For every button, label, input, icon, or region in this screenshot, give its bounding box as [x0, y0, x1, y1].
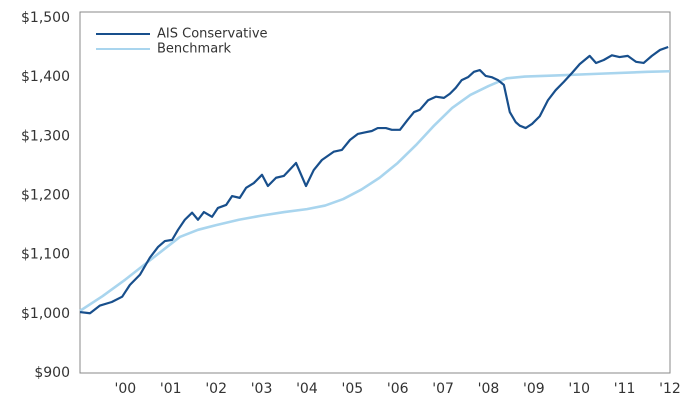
legend-label: Benchmark [157, 42, 232, 57]
x-tick-label: '12 [659, 381, 681, 397]
x-tick-label: '04 [296, 381, 318, 397]
x-tick-label: '06 [387, 381, 409, 397]
x-tick-label: '00 [115, 381, 137, 397]
y-tick-label: $1,500 [21, 10, 70, 26]
y-tick-label: $1,400 [21, 69, 70, 85]
y-tick-label: $900 [34, 365, 70, 381]
y-tick-label: $1,000 [21, 306, 70, 322]
y-tick-label: $1,300 [21, 128, 70, 144]
plot-frame [79, 11, 671, 374]
x-tick-label: '10 [568, 381, 590, 397]
y-tick-label: $1,200 [21, 188, 70, 204]
line-series [79, 69, 671, 312]
legend-label: AIS Conservative [157, 27, 268, 42]
x-tick-label: '02 [205, 381, 227, 397]
x-tick-label: '01 [160, 381, 182, 397]
x-tick-label: '11 [614, 381, 636, 397]
x-tick-label: '08 [478, 381, 500, 397]
x-tick-label: '05 [341, 381, 363, 397]
x-tick-label: '07 [432, 381, 454, 397]
line-series [79, 45, 669, 315]
y-tick-label: $1,100 [21, 247, 70, 263]
x-tick-label: '03 [251, 381, 273, 397]
x-tick-label: '09 [523, 381, 545, 397]
